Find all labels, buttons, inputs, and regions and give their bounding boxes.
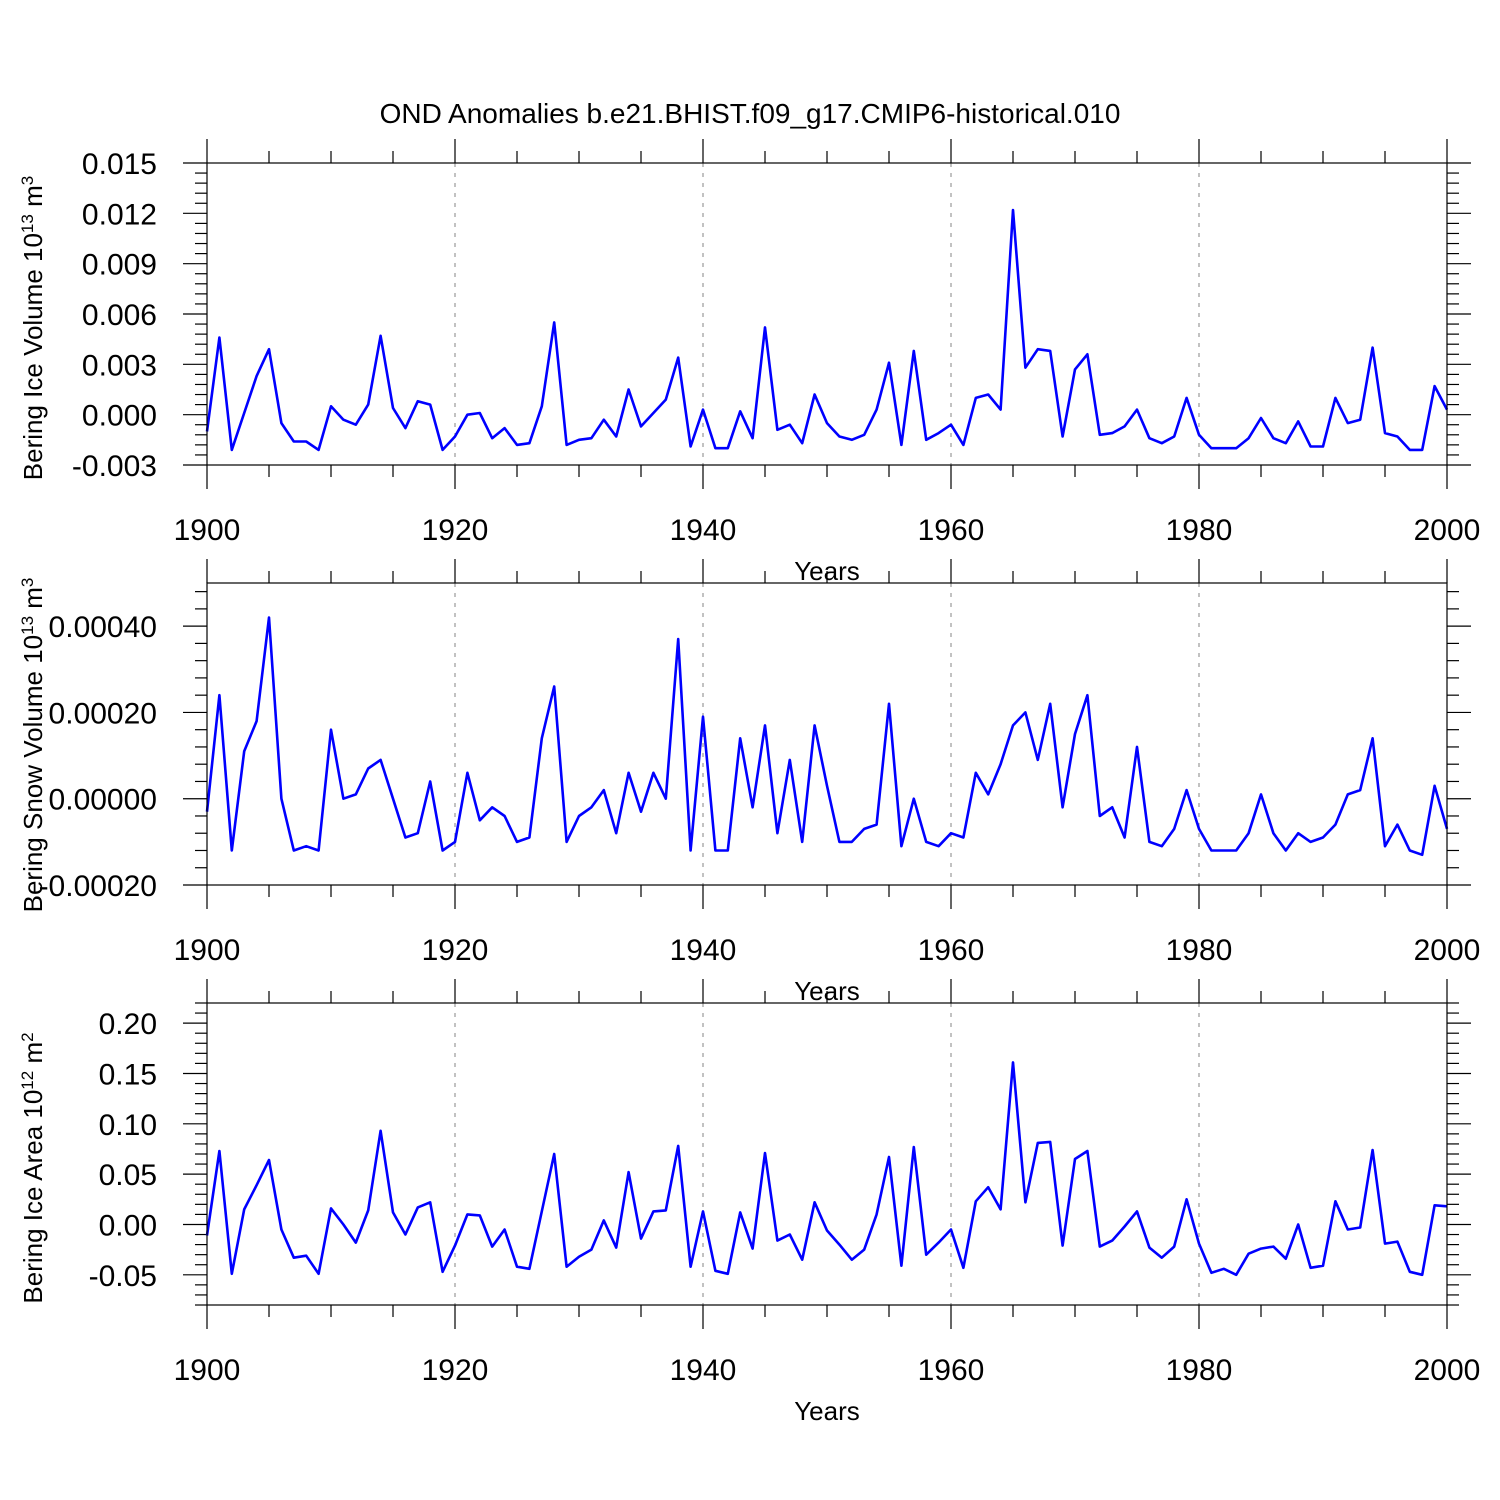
series-line-ice-volume	[205, 208, 1449, 452]
x-axis-label: Years	[794, 1396, 860, 1426]
x-tick-label: 1960	[918, 1354, 985, 1387]
y-axis-label-base: Bering Snow Volume 10	[18, 635, 48, 913]
panel-ice-area: 1900 1920 1940 1960 1980 2000 -0.05 0.00 0.05 0.1…	[18, 979, 1481, 1426]
y-tick-label: 0.006	[82, 299, 157, 332]
plot-frame	[206, 582, 1448, 886]
x-tick-label: 1980	[1166, 934, 1233, 967]
y-axis-label-unit-exponent: 2	[18, 1032, 37, 1041]
y-axis-label-unit: m	[18, 185, 48, 214]
y-tick-label: 0.00040	[49, 611, 157, 644]
y-axis-label-unit: m	[18, 1042, 48, 1071]
y-tick-label: 0.003	[82, 349, 157, 382]
y-tick-label: 0.15	[99, 1058, 157, 1091]
x-tick-label: 1960	[918, 514, 985, 547]
y-axis-label-base: Bering Ice Area 10	[18, 1090, 48, 1304]
x-tick-label: 1920	[422, 934, 489, 967]
y-tick-label: 0.00000	[49, 784, 157, 817]
x-tick-label: 1960	[918, 934, 985, 967]
panel-snow-volume: 1900 1920 1940 1960 1980 2000 -0.00020 0.00000 0…	[18, 559, 1481, 1006]
y-axis-label-unit-exponent: 3	[18, 176, 37, 185]
y-axis-label-unit: m	[18, 587, 48, 616]
x-tick-label: 1900	[174, 514, 241, 547]
series-line-ice-area	[205, 1061, 1448, 1277]
y-axis-label-exponent: 13	[18, 616, 37, 635]
y-axis-label-unit-exponent: 3	[18, 578, 37, 587]
y-tick-label: 0.00	[99, 1209, 157, 1242]
plot-frame	[206, 1002, 1448, 1306]
plot-frame	[206, 162, 1448, 466]
y-axis-label-exponent: 13	[18, 214, 37, 233]
x-tick-label: 1940	[670, 514, 737, 547]
y-axis-label: Bering Ice Area 1012 m2	[18, 1032, 49, 1303]
figure-title: OND Anomalies b.e21.BHIST.f09_g17.CMIP6-…	[380, 98, 1121, 129]
panel-ice-volume: 1900 1920 1940 1960 1980 2000 -0.003 0.000 0.003…	[18, 139, 1481, 586]
y-tick-label: 0.015	[82, 148, 157, 181]
y-tick-label: 0.00020	[49, 697, 157, 730]
y-axis-label: Bering Snow Volume 1013 m3	[18, 578, 49, 913]
x-tick-label: 2000	[1414, 1354, 1481, 1387]
y-axis-label: Bering Ice Volume 1013 m3	[18, 176, 49, 480]
y-tick-label: -0.05	[89, 1260, 157, 1293]
y-tick-label: 0.000	[82, 400, 157, 433]
y-tick-label: 0.009	[82, 249, 157, 282]
y-axis-label-base: Bering Ice Volume 10	[18, 233, 48, 480]
x-tick-label: 1900	[174, 1354, 241, 1387]
x-tick-label: 1920	[422, 514, 489, 547]
x-tick-label: 1940	[670, 1354, 737, 1387]
x-tick-label: 1920	[422, 1354, 489, 1387]
x-tick-label: 1940	[670, 934, 737, 967]
x-tick-label: 2000	[1414, 934, 1481, 967]
y-tick-label: -0.00020	[39, 870, 157, 903]
x-tick-label: 1900	[174, 934, 241, 967]
series-line-snow-volume	[205, 616, 1449, 857]
x-tick-label: 1980	[1166, 514, 1233, 547]
y-tick-label: 0.20	[99, 1008, 157, 1041]
y-axis-label-exponent: 12	[18, 1071, 37, 1090]
y-tick-label: 0.10	[99, 1109, 157, 1142]
x-tick-label: 1980	[1166, 1354, 1233, 1387]
y-tick-label: -0.003	[72, 450, 157, 483]
x-tick-label: 2000	[1414, 514, 1481, 547]
y-tick-label: 0.012	[82, 198, 157, 231]
y-tick-label: 0.05	[99, 1159, 157, 1192]
